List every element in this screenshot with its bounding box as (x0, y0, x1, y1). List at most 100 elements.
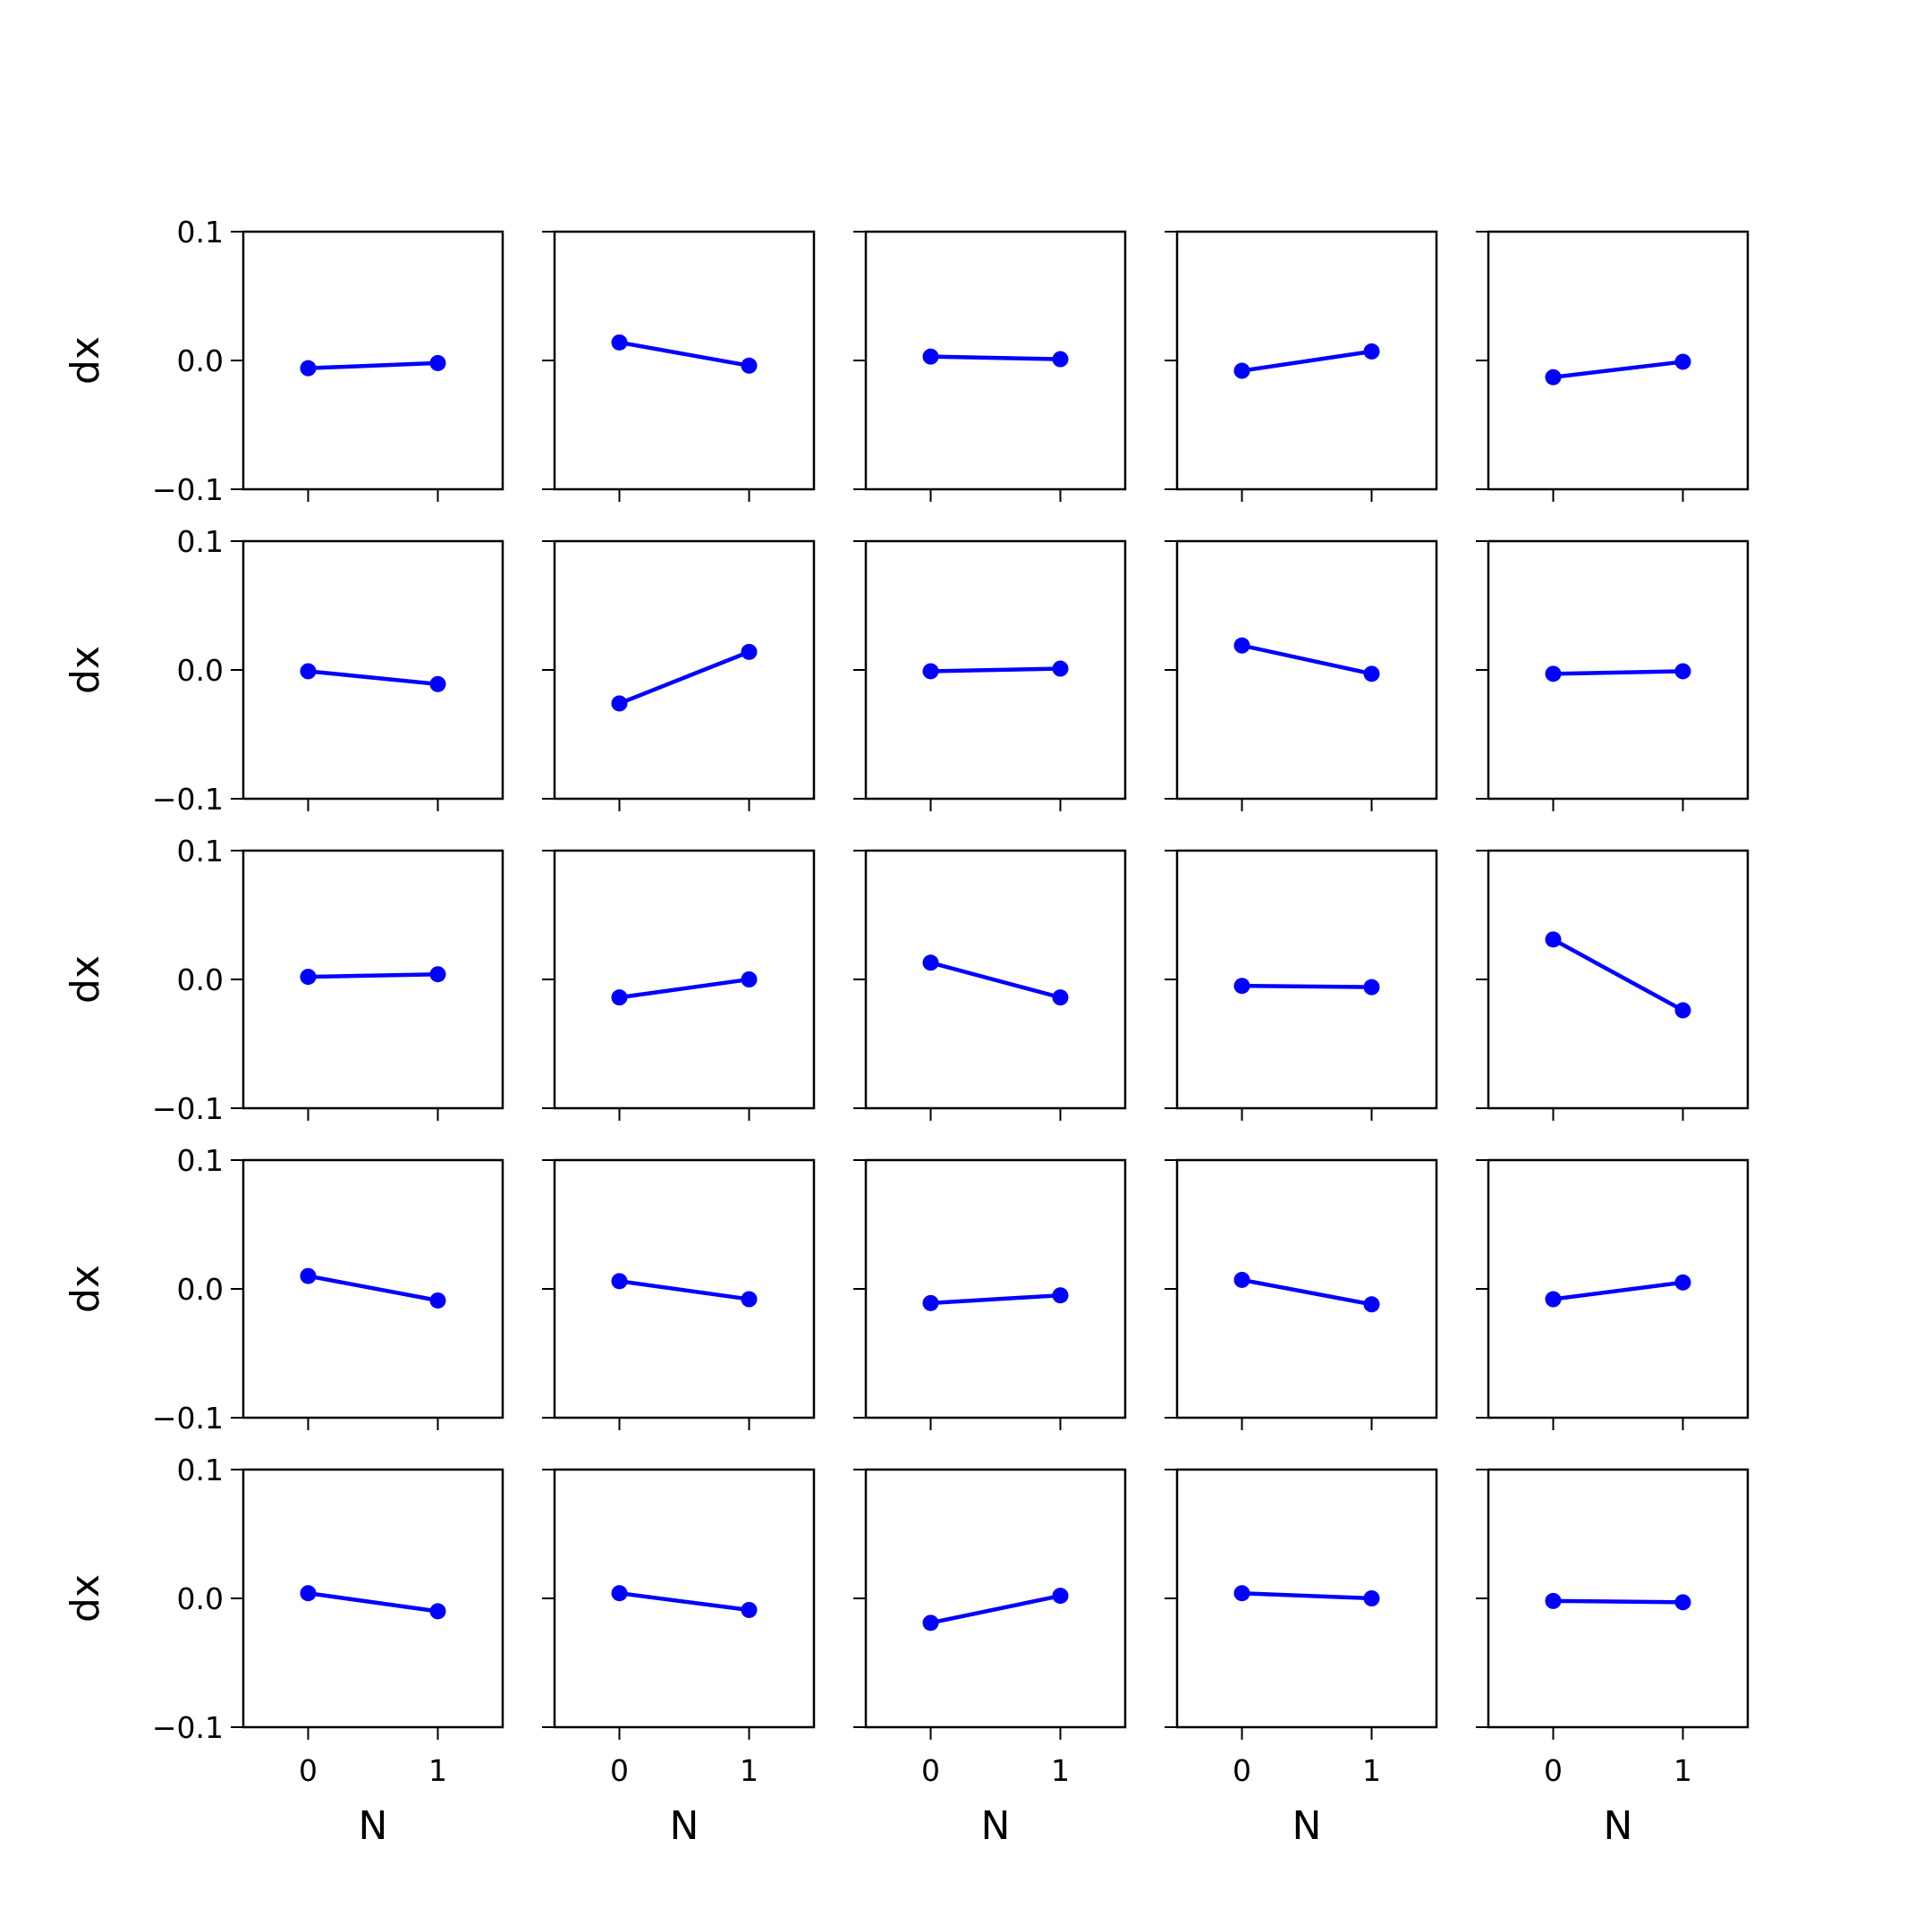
subplot-r5-c5: 0 1 N (1476, 1468, 1750, 1849)
data-point (741, 643, 758, 660)
subplot-r4-c1: 0.1 0.0 −0.1 dx (63, 1143, 504, 1436)
data-point (300, 1267, 317, 1284)
series-line (928, 960, 1063, 1000)
subplot-r1-c3 (853, 230, 1127, 502)
data-point (300, 1585, 317, 1602)
axes-frame (1487, 230, 1750, 491)
y-tick-label: 0.1 (177, 524, 224, 559)
data-point (741, 1291, 758, 1308)
data-point (1363, 665, 1380, 682)
series-line (306, 971, 440, 979)
subplot-r2-c4 (1165, 539, 1438, 811)
axes-frame (1487, 849, 1750, 1110)
series-line (1551, 1598, 1685, 1605)
data-point (1052, 660, 1069, 677)
y-tick-label: 0.1 (177, 834, 224, 869)
y-tick-label: 0.1 (177, 1453, 224, 1487)
axes-frame (553, 539, 816, 801)
data-point (922, 348, 939, 365)
axes-frame (1487, 539, 1750, 801)
subplot-r2-c5 (1476, 539, 1750, 811)
y-axis-label: dx (63, 646, 108, 694)
subplot-r5-c1: 0.1 0.0 −0.1 0 1 dx N (63, 1453, 504, 1849)
data-point (1545, 1291, 1562, 1308)
series-line (928, 1593, 1063, 1626)
x-tick-label: 1 (1362, 1753, 1381, 1788)
axes-frame (864, 1468, 1127, 1729)
subplot-r3-c4 (1165, 849, 1438, 1121)
x-axis-label: N (1292, 1803, 1322, 1849)
subplot-r5-c2: 0 1 N (542, 1468, 816, 1849)
axes-frame (242, 1158, 504, 1419)
series-line (616, 648, 752, 707)
axes-frame (864, 849, 1127, 1110)
subplot-r1-c2 (542, 230, 816, 502)
series-line (1239, 349, 1375, 374)
data-point (611, 989, 628, 1006)
data-point (611, 1585, 628, 1602)
series-line (1551, 669, 1685, 676)
y-tick-label: −0.1 (152, 472, 224, 507)
data-point (1674, 353, 1691, 370)
subplot-r5-c3: 0 1 N (853, 1468, 1127, 1849)
axes-frame (1175, 849, 1438, 1110)
series-line (305, 1273, 441, 1303)
axes-frame (553, 849, 816, 1110)
axes-frame (1487, 1468, 1750, 1729)
series-line (616, 340, 752, 369)
data-point (1052, 1588, 1069, 1605)
axes-frame (242, 1468, 504, 1729)
axes-frame (1175, 230, 1438, 491)
x-axis-label: N (981, 1803, 1011, 1849)
y-tick-label: 0.1 (177, 1143, 224, 1178)
series-line (306, 360, 440, 370)
series-line (616, 1278, 752, 1302)
data-point (1052, 1287, 1069, 1304)
series-line (928, 354, 1063, 361)
data-point (300, 663, 317, 680)
y-tick-label: −0.1 (152, 1710, 224, 1745)
y-axis-label: dx (63, 955, 108, 1004)
series-line (1240, 983, 1374, 989)
x-tick-label: 0 (921, 1753, 940, 1788)
subplot-r1-c4 (1165, 230, 1438, 502)
subplot-r1-c1: 0.1 0.0 −0.1 dx (63, 215, 504, 507)
axes-frame (1175, 1468, 1438, 1729)
series-line (616, 1590, 752, 1613)
data-point (429, 966, 446, 983)
data-point (1363, 1590, 1380, 1606)
x-tick-label: 1 (1674, 1753, 1692, 1788)
data-point (1545, 665, 1562, 682)
subplot-r3-c2 (542, 849, 816, 1121)
axes-frame (1175, 539, 1438, 801)
series-line (1550, 359, 1686, 380)
axes-frame (242, 539, 504, 801)
subplot-r2-c1: 0.1 0.0 −0.1 dx (63, 524, 504, 817)
subplot-r3-c3 (853, 849, 1127, 1121)
data-point (1052, 989, 1069, 1006)
data-point (611, 695, 628, 712)
data-point (429, 354, 446, 371)
data-point (429, 1292, 446, 1309)
series-line (1239, 1277, 1375, 1307)
data-point (1674, 1002, 1691, 1019)
x-axis-label: N (359, 1803, 388, 1849)
subplot-r4-c3 (853, 1158, 1127, 1430)
subplot-r2-c2 (542, 539, 816, 811)
data-point (1363, 979, 1380, 996)
subplot-grid: 0.10.0−0.1dx0.10.0−0.1dx0.10.0−0.1dx0.10… (63, 215, 1750, 1849)
y-tick-label: −0.1 (152, 1091, 224, 1126)
subplot-r2-c3 (853, 539, 1127, 811)
series-line (306, 668, 440, 687)
x-tick-label: 0 (1233, 1753, 1251, 1788)
axes-frame (1487, 1158, 1750, 1419)
axes-frame (1175, 1158, 1438, 1419)
y-tick-label: −0.1 (152, 782, 224, 817)
y-tick-label: 0.0 (177, 343, 224, 378)
y-tick-label: −0.1 (152, 1401, 224, 1436)
y-tick-label: 0.0 (177, 653, 224, 688)
subplot-r1-c5 (1476, 230, 1750, 502)
data-point (1363, 1296, 1380, 1313)
